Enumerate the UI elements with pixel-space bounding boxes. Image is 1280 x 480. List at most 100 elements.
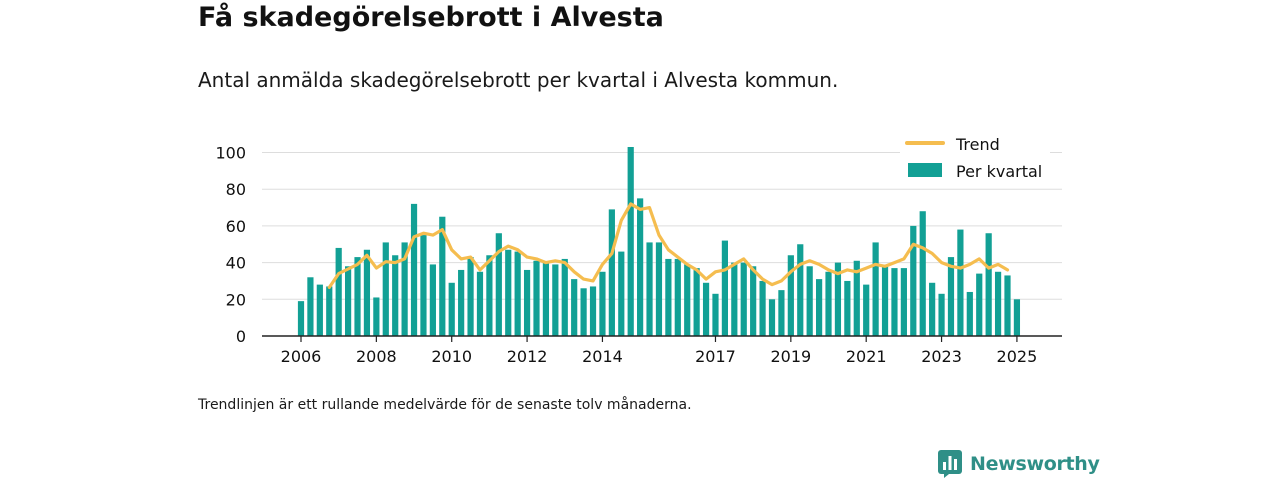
bar: [476, 271, 484, 336]
bar: [627, 146, 634, 336]
x-tick-label: 2012: [507, 347, 548, 366]
bar: [382, 242, 389, 336]
bar: [335, 247, 342, 336]
bar: [297, 301, 305, 336]
brand-name: Newsworthy: [970, 453, 1100, 475]
bar: [750, 266, 757, 336]
bar: [778, 290, 785, 336]
bar: [392, 255, 399, 336]
bar: [363, 249, 371, 336]
bar: [486, 255, 493, 336]
legend: Trend Per kvartal: [900, 132, 1050, 184]
x-tick-label: 2023: [921, 347, 962, 366]
bar: [976, 273, 983, 336]
x-tick-label: 2008: [356, 347, 397, 366]
bar: [674, 258, 681, 336]
bar: [957, 229, 964, 336]
chart-title: Få skadegörelsebrott i Alvesta: [198, 2, 664, 33]
bar: [420, 235, 427, 336]
bar: [825, 271, 832, 336]
bar: [637, 198, 644, 336]
bar: [684, 264, 691, 336]
bar: [665, 258, 672, 336]
bar: [608, 209, 615, 336]
bar: [1004, 275, 1011, 336]
bar: [891, 268, 898, 336]
bar: [881, 266, 889, 336]
bar: [580, 288, 587, 336]
bar: [316, 284, 323, 336]
bar: [834, 262, 842, 336]
bars: [297, 146, 1021, 336]
bar: [966, 291, 973, 336]
y-axis-labels: 0 20 40 60 80 100: [215, 144, 246, 347]
y-tick-label: 40: [226, 254, 246, 273]
bar: [599, 271, 606, 336]
footnote: Trendlinjen är ett rullande medelvärde f…: [198, 397, 692, 413]
x-tick-label: 2019: [770, 347, 811, 366]
bar: [806, 266, 813, 336]
bar: [844, 280, 851, 336]
bar: [721, 240, 728, 336]
bar: [552, 264, 559, 336]
bar: [985, 233, 992, 336]
bar: [514, 251, 521, 336]
bar: [731, 262, 738, 336]
bar: [410, 203, 418, 336]
bar: [759, 280, 766, 336]
bar: [768, 299, 776, 336]
bar: [712, 293, 719, 336]
brand-logo: Newsworthy: [938, 450, 1100, 478]
bar: [853, 260, 860, 336]
newsworthy-logo-icon: [938, 450, 962, 478]
bar: [458, 269, 465, 336]
y-tick-label: 80: [226, 180, 246, 199]
trend-line: [327, 202, 1010, 289]
x-tick-label: 2014: [582, 347, 623, 366]
bar: [307, 277, 314, 336]
bar: [439, 216, 446, 336]
bar: [994, 271, 1002, 336]
bar: [816, 279, 823, 336]
y-tick-label: 100: [215, 144, 246, 163]
bar: [618, 251, 625, 336]
y-tick-label: 0: [236, 327, 246, 346]
bar: [467, 257, 474, 336]
bar: [929, 282, 936, 336]
legend-bar-label: Per kvartal: [956, 162, 1042, 181]
legend-trend-label: Trend: [955, 135, 1000, 154]
x-tick-label: 2006: [281, 347, 322, 366]
x-tick-label: 2010: [431, 347, 472, 366]
legend-bar-swatch: [908, 163, 942, 177]
bar: [495, 233, 502, 336]
bar: [345, 266, 352, 336]
bar: [1013, 299, 1021, 336]
x-axis-ticks: 2006 2008 2010 2012 2014 2017 2019 2021 2023 2025: [281, 336, 1038, 366]
bar: [655, 242, 663, 336]
bar: [797, 244, 804, 336]
x-tick-label: 2025: [997, 347, 1038, 366]
bar: [523, 269, 531, 336]
y-tick-label: 60: [226, 217, 246, 236]
bar: [863, 284, 870, 336]
bar: [429, 264, 436, 336]
bar: [373, 297, 380, 336]
bar: [702, 282, 710, 336]
bar: [787, 255, 794, 336]
bar: [533, 260, 540, 336]
bar: [448, 282, 455, 336]
bar: [910, 225, 917, 336]
bar: [589, 286, 597, 336]
bar: [919, 211, 926, 336]
bar: [505, 249, 512, 336]
bar: [872, 242, 879, 336]
bar: [326, 286, 333, 336]
bar: [401, 242, 408, 336]
x-tick-label: 2021: [846, 347, 887, 366]
bar: [561, 258, 568, 336]
bar: [571, 279, 578, 336]
bar: [740, 262, 747, 336]
bar: [646, 242, 653, 336]
bar: [354, 257, 361, 336]
